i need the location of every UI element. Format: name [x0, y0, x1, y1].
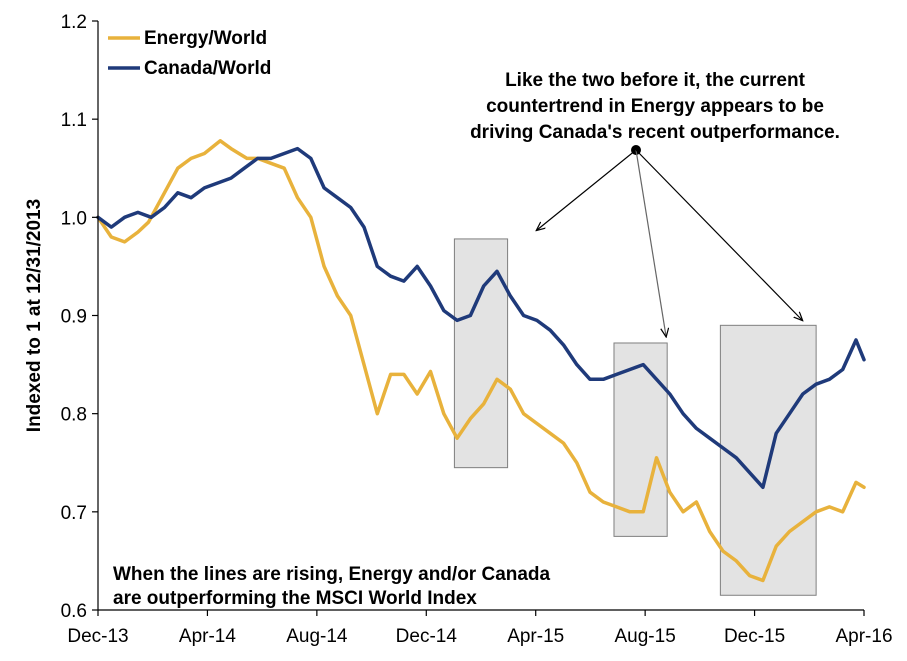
- series-lines: [96, 139, 866, 583]
- x-tick-label: Aug-14: [286, 626, 348, 647]
- x-tick-label: Aug-15: [615, 626, 676, 647]
- annotation-text-line: driving Canada's recent outperformance.: [470, 122, 840, 143]
- annotations: Like the two before it, the current count…: [113, 70, 840, 609]
- legend-label: Energy/World: [144, 28, 267, 49]
- x-tick-label: Apr-14: [179, 626, 236, 647]
- annotation-arrow-1: [537, 149, 637, 230]
- y-tick-label: 1.0: [61, 208, 87, 229]
- series-line-canada: [96, 146, 866, 490]
- annotation-text-line: countertrend in Energy appears to be: [486, 96, 824, 117]
- annotation-arrow-3: [635, 149, 802, 320]
- annotation-arrow-2: [635, 149, 666, 336]
- y-tick-label: 1.2: [61, 12, 87, 33]
- x-tick-label: Dec-15: [724, 626, 785, 647]
- x-tick-label: Apr-15: [507, 626, 564, 647]
- y-tick-label: 0.8: [61, 405, 87, 426]
- y-tick-label: 0.6: [61, 601, 87, 622]
- legend-label: Canada/World: [144, 58, 271, 79]
- legend: Energy/World Canada/World: [108, 28, 271, 79]
- annotation-text-line: When the lines are rising, Energy and/or…: [113, 564, 551, 585]
- annotation-text-line: Like the two before it, the current: [505, 70, 805, 91]
- y-tick-label: 0.7: [61, 503, 87, 524]
- x-tick-label: Apr-16: [835, 626, 892, 647]
- series-line-energy: [96, 139, 866, 583]
- y-tick-label: 1.1: [61, 110, 87, 131]
- tick-labels: 0.6 0.7 0.8 0.9 1.0 1.1 1.2 Dec-13 Apr-14 Aug-14 D…: [61, 12, 893, 647]
- y-tick-label: 0.9: [61, 307, 87, 328]
- y-axis-label: Indexed to 1 at 12/31/2013: [24, 199, 45, 432]
- annotation-text-line: are outperforming the MSCI World Index: [113, 588, 477, 609]
- x-tick-label: Dec-14: [396, 626, 458, 647]
- x-tick-label: Dec-13: [67, 626, 128, 647]
- shaded-region-2: [613, 342, 668, 537]
